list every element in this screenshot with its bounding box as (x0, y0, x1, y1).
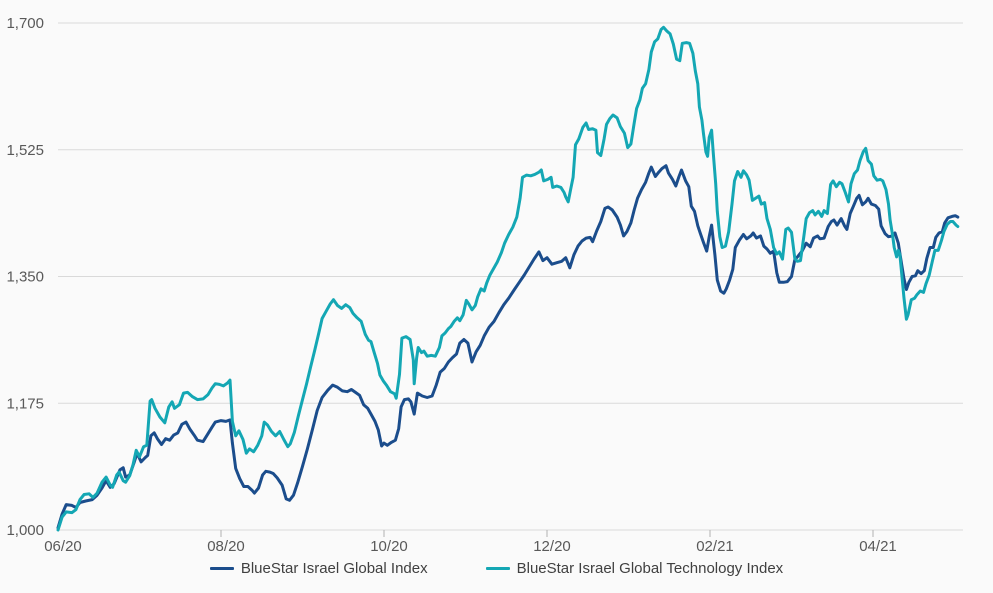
legend-label: BlueStar Israel Global Technology Index (516, 560, 784, 577)
x-axis-label-02/21: 02/21 (696, 538, 734, 555)
series-line-global-index (56, 164, 960, 530)
y-axis-label-1700: 1,700 (6, 15, 44, 32)
y-axis-label-1525: 1,525 (6, 142, 44, 159)
x-axis-label-08/20: 08/20 (207, 538, 245, 555)
chart-legend: BlueStar Israel Global Index BlueStar Is… (0, 560, 993, 577)
y-axis-label-1175: 1,175 (6, 395, 44, 412)
x-axis-label-06/20: 06/20 (44, 538, 82, 555)
series-line-technology-index (56, 25, 960, 532)
x-axis-label-04/21: 04/21 (859, 538, 897, 555)
legend-label: BlueStar Israel Global Index (240, 560, 428, 577)
legend-line-swatch-teal (485, 567, 510, 570)
y-axis-label-1350: 1,350 (6, 269, 44, 286)
x-axis-label-10/20: 10/20 (370, 538, 408, 555)
y-axis-label-1000: 1,000 (6, 522, 44, 539)
x-axis-label-12/20: 12/20 (533, 538, 571, 555)
legend-line-swatch-navy (209, 567, 234, 570)
legend-item-technology-index: BlueStar Israel Global Technology Index (485, 560, 784, 577)
legend-item-global-index: BlueStar Israel Global Index (209, 560, 428, 577)
